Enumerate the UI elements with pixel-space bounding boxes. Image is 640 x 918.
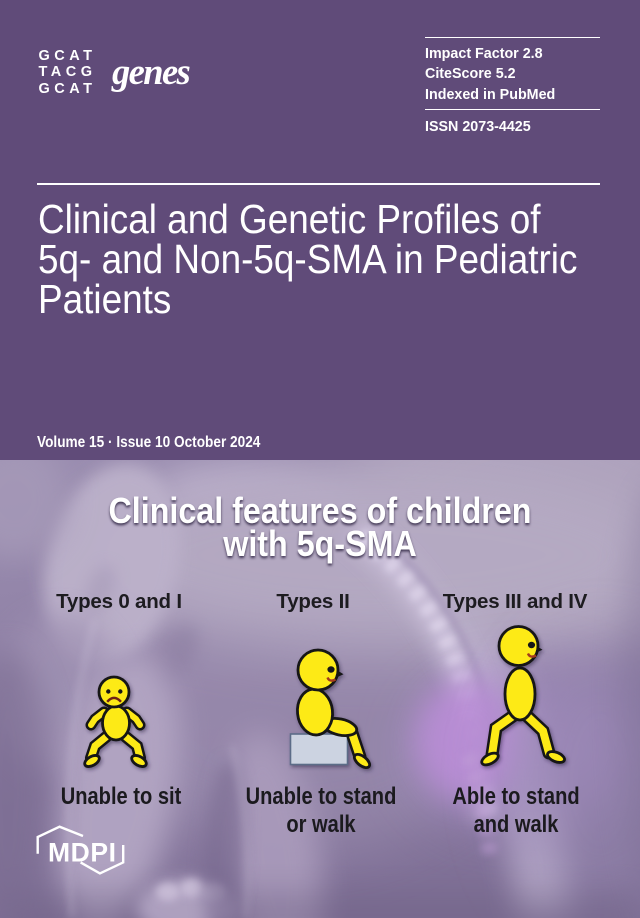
svg-text:MDPI: MDPI — [48, 838, 117, 868]
